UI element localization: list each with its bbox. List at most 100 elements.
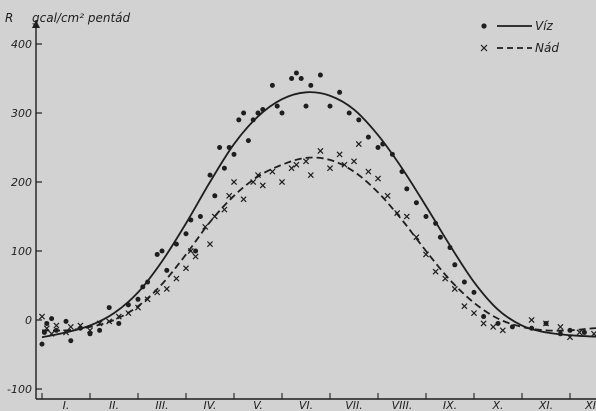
y-tick-label: 400 bbox=[11, 38, 32, 51]
nad-point bbox=[384, 192, 391, 199]
nad-point-stroke bbox=[365, 168, 372, 175]
x-tick-label: IX. bbox=[443, 399, 457, 411]
nad-point bbox=[115, 313, 122, 320]
y-axis-label-group: R gcal/cm² pentád bbox=[5, 11, 131, 25]
viz-point bbox=[41, 329, 47, 335]
nad-point-stroke bbox=[403, 213, 410, 220]
viz-curve bbox=[41, 91, 596, 339]
nad-point-stroke bbox=[557, 323, 564, 330]
nad-point-stroke bbox=[341, 161, 348, 168]
nad-point-stroke bbox=[77, 322, 84, 329]
nad-point bbox=[422, 251, 430, 258]
nad-point-stroke bbox=[67, 323, 74, 330]
viz-point bbox=[452, 262, 458, 268]
viz-point bbox=[433, 220, 439, 226]
nad-point bbox=[250, 178, 257, 186]
nad-point-stroke bbox=[470, 310, 478, 317]
nad-point-stroke bbox=[254, 172, 262, 179]
viz-point bbox=[389, 151, 395, 157]
nad-point bbox=[350, 158, 358, 165]
nad-point bbox=[182, 265, 190, 272]
nad-point-stroke bbox=[206, 241, 214, 248]
viz-point bbox=[226, 145, 232, 150]
viz-point bbox=[116, 320, 122, 326]
x-tick-label: VII. bbox=[345, 399, 363, 411]
nad-point bbox=[302, 158, 310, 165]
viz-point bbox=[231, 151, 237, 157]
nad-point-stroke bbox=[221, 206, 228, 213]
viz-point bbox=[44, 320, 50, 326]
viz-point bbox=[135, 296, 141, 302]
viz-point bbox=[87, 331, 93, 337]
nad-point bbox=[173, 275, 180, 282]
nad-point-stroke bbox=[326, 165, 334, 172]
x-tick-label: V. bbox=[253, 399, 263, 411]
viz-point bbox=[481, 314, 487, 320]
nad-point bbox=[53, 322, 60, 329]
nad-point bbox=[226, 192, 233, 199]
nad-point bbox=[230, 178, 238, 186]
nad-point bbox=[317, 147, 324, 154]
y-axis-unit: gcal/cm² pentád bbox=[32, 11, 131, 25]
nad-point bbox=[293, 161, 300, 168]
viz-point bbox=[303, 103, 309, 109]
nad-point-stroke bbox=[202, 223, 209, 230]
nad-point bbox=[326, 165, 334, 172]
nad-point-stroke bbox=[384, 192, 391, 199]
nad-point-stroke bbox=[432, 268, 439, 275]
nad-point-stroke bbox=[259, 182, 266, 189]
axes bbox=[32, 20, 596, 400]
nad-curve bbox=[41, 156, 596, 332]
nad-point bbox=[67, 323, 74, 330]
nad-point-stroke bbox=[374, 175, 382, 182]
nad-point-stroke bbox=[38, 313, 46, 320]
viz-point bbox=[212, 193, 218, 199]
viz-point bbox=[125, 302, 131, 308]
viz-point bbox=[145, 279, 151, 285]
y-axis-arrow bbox=[32, 20, 40, 28]
viz-point bbox=[193, 248, 199, 254]
nad-point-stroke bbox=[187, 247, 194, 255]
nad-point bbox=[432, 268, 439, 275]
viz-point bbox=[404, 186, 410, 192]
viz-point bbox=[557, 331, 563, 337]
viz-point bbox=[399, 169, 405, 175]
nad-point-stroke bbox=[230, 178, 238, 186]
nad-point bbox=[192, 253, 199, 260]
viz-point bbox=[217, 145, 223, 150]
nad-point-stroke bbox=[528, 316, 535, 324]
viz-point bbox=[567, 327, 573, 333]
x-tick-label: XII. bbox=[584, 399, 596, 411]
x-tick-label: XI. bbox=[538, 399, 553, 411]
nad-point bbox=[442, 275, 449, 282]
nad-point-stroke bbox=[43, 325, 50, 332]
nad-point-stroke bbox=[490, 323, 497, 330]
nad-point-stroke bbox=[278, 178, 286, 186]
viz-point bbox=[317, 72, 323, 78]
viz-point bbox=[49, 316, 55, 322]
y-tick-label: 100 bbox=[11, 245, 32, 258]
nad-point-stroke bbox=[86, 327, 94, 334]
y-tick-label: 300 bbox=[11, 107, 32, 120]
viz-point bbox=[164, 267, 170, 273]
viz-point bbox=[308, 82, 314, 88]
viz-point bbox=[159, 248, 165, 254]
nad-point-stroke bbox=[413, 234, 420, 241]
nad-point-stroke bbox=[317, 147, 324, 154]
nad-point bbox=[403, 213, 410, 220]
nad-point bbox=[307, 172, 314, 179]
nad-point-stroke bbox=[106, 318, 113, 325]
nad-point-stroke bbox=[288, 165, 295, 172]
nad-point bbox=[125, 310, 132, 317]
nad-point bbox=[557, 323, 564, 330]
y-tick-labels: -100 0 100 200 300 400 bbox=[7, 38, 42, 396]
nad-point-stroke bbox=[461, 303, 468, 310]
nad-point bbox=[43, 325, 50, 332]
viz-point bbox=[413, 200, 419, 206]
nad-point-stroke bbox=[192, 253, 199, 260]
nad-point-stroke bbox=[336, 151, 343, 158]
viz-point bbox=[197, 214, 203, 219]
nad-point bbox=[413, 234, 420, 241]
